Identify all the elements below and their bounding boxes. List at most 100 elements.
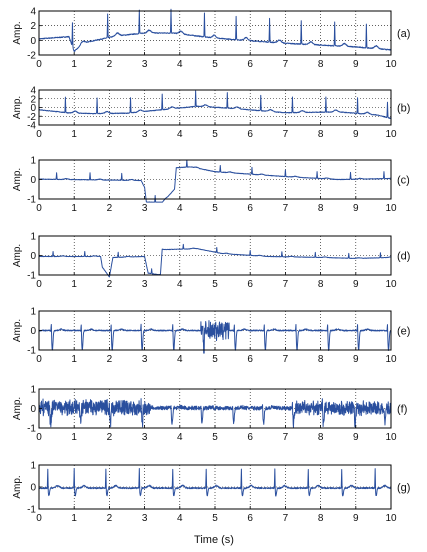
x-tick-label: 7 (283, 203, 289, 214)
x-tick-label: 9 (353, 354, 359, 365)
panel-label: (f) (397, 404, 407, 416)
y-tick-label: -4 (27, 121, 36, 132)
x-tick-label: 10 (385, 432, 397, 443)
y-axis-label: Amp. (12, 96, 23, 119)
x-tick-label: 1 (71, 203, 77, 214)
x-tick-label: 0 (36, 203, 42, 214)
x-tick-label: 4 (177, 59, 183, 70)
x-tick-label: 6 (247, 279, 253, 290)
x-tick-label: 1 (71, 513, 77, 524)
x-tick-label: 0 (36, 279, 42, 290)
y-tick-label: -1 (27, 505, 36, 516)
x-tick-label: 6 (247, 513, 253, 524)
x-tick-label: 8 (318, 203, 324, 214)
y-tick-label: 0 (30, 103, 36, 114)
x-tick-label: 3 (142, 354, 148, 365)
y-tick-label: 1 (30, 461, 36, 472)
x-tick-label: 9 (353, 279, 359, 290)
y-tick-label: 0 (30, 175, 36, 186)
x-tick-label: 10 (385, 59, 397, 70)
x-tick-label: 9 (353, 203, 359, 214)
x-tick-label: 9 (353, 432, 359, 443)
y-tick-label: -1 (27, 195, 36, 206)
x-tick-label: 9 (353, 59, 359, 70)
x-tick-label: 3 (142, 129, 148, 140)
x-tick-label: 10 (385, 279, 397, 290)
x-tick-label: 2 (107, 203, 113, 214)
x-tick-label: 7 (283, 354, 289, 365)
y-tick-label: -1 (27, 346, 36, 357)
panel-label: (d) (397, 251, 410, 263)
x-tick-label: 1 (71, 354, 77, 365)
x-tick-label: 0 (36, 59, 42, 70)
x-tick-label: 2 (107, 354, 113, 365)
y-axis-label: Amp. (12, 475, 23, 498)
x-tick-label: 2 (107, 432, 113, 443)
x-tick-label: 0 (36, 432, 42, 443)
y-tick-label: -1 (27, 271, 36, 282)
panel-label: (b) (397, 103, 410, 115)
x-tick-label: 3 (142, 279, 148, 290)
y-axis-label: Amp. (12, 319, 23, 342)
x-tick-label: 9 (353, 129, 359, 140)
x-axis-label: Time (s) (194, 534, 234, 546)
x-tick-label: 6 (247, 203, 253, 214)
x-tick-label: 10 (385, 513, 397, 524)
y-tick-label: -2 (27, 112, 36, 123)
x-tick-label: 2 (107, 129, 113, 140)
x-tick-label: 6 (247, 59, 253, 70)
y-tick-label: 0 (30, 36, 36, 47)
y-tick-label: 0 (30, 326, 36, 337)
y-tick-label: -2 (27, 51, 36, 62)
ecg-trace (38, 243, 392, 278)
x-tick-label: 10 (385, 129, 397, 140)
x-tick-label: 5 (212, 354, 218, 365)
x-tick-label: 0 (36, 354, 42, 365)
x-tick-label: 0 (36, 513, 42, 524)
ecg-trace (38, 90, 392, 120)
ecg-trace (38, 467, 392, 497)
y-tick-label: 0 (30, 483, 36, 494)
panel-label: (a) (397, 28, 410, 40)
panel-label: (c) (397, 175, 410, 187)
y-axis-label: Amp. (12, 168, 23, 191)
x-tick-label: 5 (212, 203, 218, 214)
x-tick-label: 2 (107, 279, 113, 290)
y-axis-label: Amp. (12, 397, 23, 420)
x-tick-label: 8 (318, 432, 324, 443)
y-tick-label: 4 (30, 7, 36, 18)
x-tick-label: 5 (212, 129, 218, 140)
x-tick-label: 8 (318, 354, 324, 365)
x-tick-label: 7 (283, 59, 289, 70)
x-tick-label: 4 (177, 354, 183, 365)
x-tick-label: 4 (177, 513, 183, 524)
panel-label: (g) (397, 482, 410, 494)
x-tick-label: 7 (283, 129, 289, 140)
y-tick-label: 1 (30, 385, 36, 396)
y-tick-label: 2 (30, 21, 36, 32)
y-tick-label: 1 (30, 232, 36, 243)
x-tick-label: 3 (142, 432, 148, 443)
ecg-trace (38, 320, 392, 354)
panel-label: (e) (397, 326, 410, 338)
x-tick-label: 1 (71, 59, 77, 70)
x-tick-label: 8 (318, 279, 324, 290)
x-tick-label: 10 (385, 354, 397, 365)
x-tick-label: 3 (142, 513, 148, 524)
x-tick-label: 6 (247, 129, 253, 140)
x-tick-label: 4 (177, 279, 183, 290)
x-tick-label: 8 (318, 513, 324, 524)
x-tick-label: 1 (71, 129, 77, 140)
x-tick-label: 8 (318, 59, 324, 70)
x-tick-label: 3 (142, 203, 148, 214)
y-tick-label: 0 (30, 404, 36, 415)
x-tick-label: 4 (177, 129, 183, 140)
y-axis-label: Amp. (12, 244, 23, 267)
x-tick-label: 5 (212, 279, 218, 290)
